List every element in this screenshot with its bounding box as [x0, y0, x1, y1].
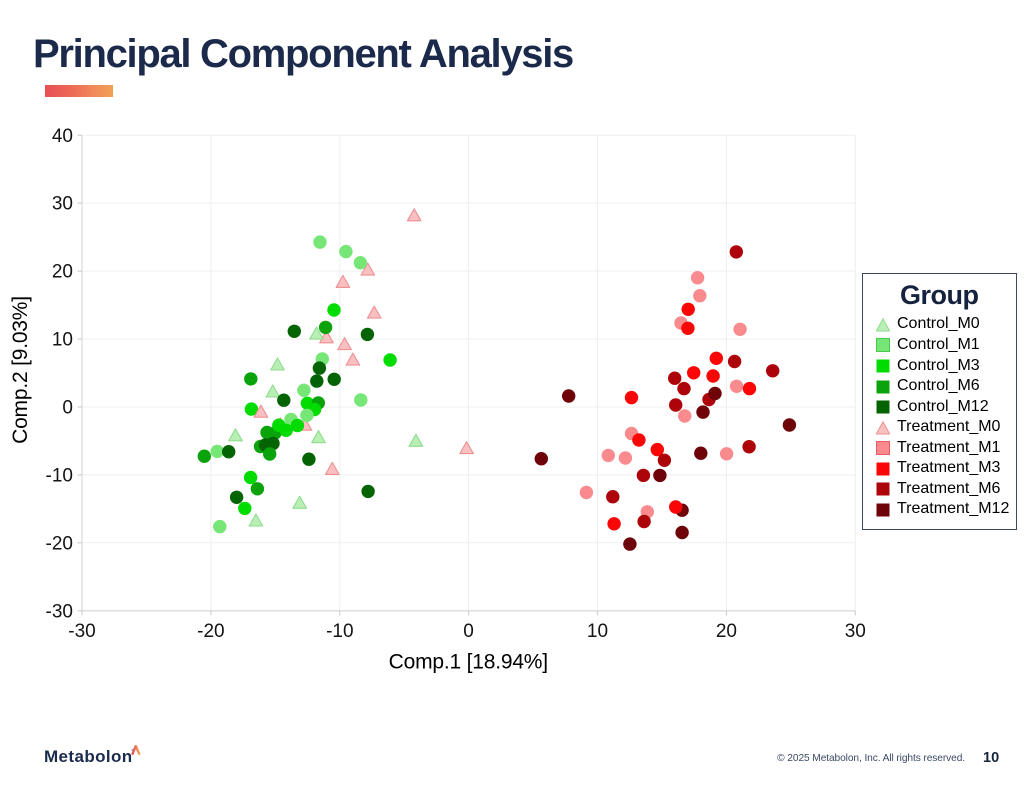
svg-text:-30: -30 [46, 601, 73, 622]
svg-text:-10: -10 [326, 621, 353, 642]
svg-text:Comp.1 [18.94%]: Comp.1 [18.94%] [389, 651, 548, 674]
svg-text:0: 0 [463, 621, 474, 642]
svg-text:20: 20 [52, 262, 73, 283]
svg-text:10: 10 [587, 621, 608, 642]
svg-text:40: 40 [52, 126, 73, 147]
svg-text:20: 20 [716, 621, 737, 642]
svg-text:Comp.2 [9.03%]: Comp.2 [9.03%] [9, 296, 32, 444]
svg-text:30: 30 [845, 621, 866, 642]
svg-text:30: 30 [52, 194, 73, 215]
svg-text:-30: -30 [68, 621, 95, 642]
svg-text:-20: -20 [197, 621, 224, 642]
svg-text:10: 10 [52, 330, 73, 351]
svg-text:0: 0 [62, 398, 73, 419]
svg-text:-10: -10 [46, 466, 73, 487]
svg-text:-20: -20 [46, 533, 73, 554]
